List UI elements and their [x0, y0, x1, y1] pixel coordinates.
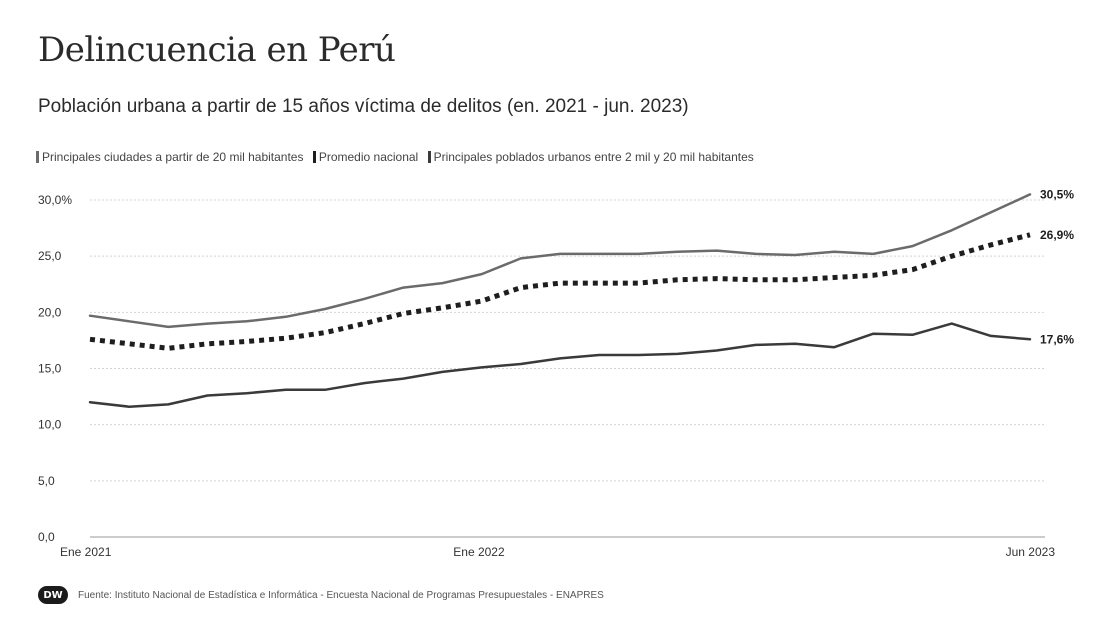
- source-footer: DW Fuente: Instituto Nacional de Estadís…: [38, 586, 604, 604]
- y-tick-label: 15,0: [38, 362, 62, 376]
- legend: Principales ciudades a partir de 20 mil …: [36, 150, 760, 166]
- y-tick-label: 20,0: [38, 305, 62, 319]
- end-label-0: 30,5%: [1040, 187, 1074, 201]
- legend-item-promedio: Promedio nacional: [312, 150, 419, 164]
- y-tick-label: 30,0%: [38, 193, 72, 207]
- legend-swatch-ciudades: [36, 151, 39, 163]
- source-text: Fuente: Instituto Nacional de Estadístic…: [78, 589, 604, 601]
- series-line-0: [88, 193, 1032, 329]
- x-tick-label: Jun 2023: [1006, 545, 1056, 559]
- legend-label-promedio: Promedio nacional: [318, 150, 419, 164]
- y-tick-label: 25,0: [38, 249, 62, 263]
- y-tick-label: 10,0: [38, 418, 62, 432]
- legend-swatch-poblados: [427, 151, 431, 163]
- legend-item-ciudades: Principales ciudades a partir de 20 mil …: [36, 150, 303, 164]
- series-line-2: [88, 322, 1032, 408]
- legend-label-ciudades: Principales ciudades a partir de 20 mil …: [42, 150, 304, 164]
- chart-title: Delincuencia en Perú: [38, 30, 396, 70]
- end-label-1: 26,9%: [1040, 228, 1074, 242]
- legend-item-poblados: Principales poblados urbanos entre 2 mil…: [427, 150, 754, 164]
- x-tick-label: Ene 2022: [453, 545, 505, 559]
- x-tick-label: Ene 2021: [60, 545, 112, 559]
- legend-label-poblados: Principales poblados urbanos entre 2 mil…: [433, 150, 754, 164]
- dw-logo: DW: [38, 586, 68, 604]
- chart-subtitle: Población urbana a partir de 15 años víc…: [38, 96, 689, 117]
- y-tick-label: 5,0: [38, 474, 55, 488]
- y-tick-label: 0,0: [38, 530, 55, 544]
- series-line-1: [89, 232, 1031, 351]
- end-label-2: 17,6%: [1040, 332, 1074, 346]
- legend-swatch-promedio: [312, 151, 316, 163]
